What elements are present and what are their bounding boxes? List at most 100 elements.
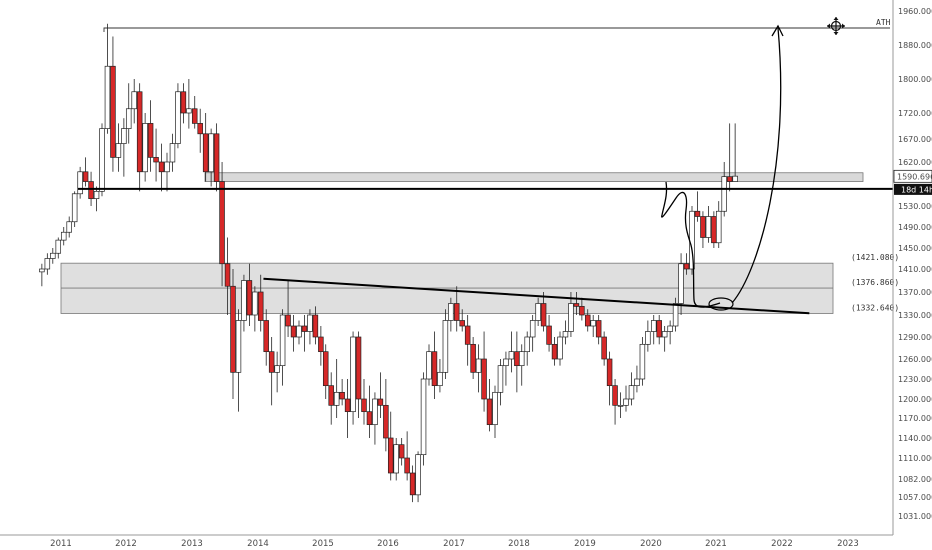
candle-body-bear (219, 181, 225, 265)
candle-body-bear (202, 133, 209, 173)
candle (344, 379, 351, 438)
x-tick-label: 2017 (443, 539, 465, 549)
countdown-box (894, 183, 932, 195)
candle-body-bull (208, 133, 214, 173)
candle (279, 309, 286, 386)
candle (93, 186, 100, 212)
candle (557, 331, 563, 366)
candle (448, 297, 454, 332)
y-tick-label: 1720.000 (898, 109, 932, 118)
candle (562, 320, 569, 345)
candle (617, 392, 624, 418)
candle (186, 79, 192, 129)
candle-body-bear (404, 457, 410, 474)
candle (459, 309, 465, 332)
candle-body-bear (656, 320, 662, 338)
x-tick-label: 2014 (247, 539, 269, 549)
candle (110, 36, 116, 172)
candle (661, 326, 668, 352)
candle-body-bull (535, 303, 541, 321)
candle (540, 292, 547, 332)
candle-body-bear (224, 263, 231, 287)
candle (601, 331, 607, 366)
candle-body-bull (705, 216, 712, 238)
candle-body-bear (318, 336, 324, 353)
candle (508, 331, 515, 373)
candle-body-bear (268, 351, 275, 373)
candle (404, 431, 410, 481)
candle-body-bear (366, 411, 373, 426)
candle-body-bull (732, 175, 738, 182)
candle-body-bear (694, 210, 701, 217)
candle (235, 309, 242, 412)
candle-body-bear (612, 385, 618, 406)
candle (333, 359, 340, 418)
candle-body-bear (82, 171, 89, 182)
candle-body-bear (153, 157, 159, 163)
candle-body-bull (415, 454, 421, 496)
zone-level-label: (1421.080) (851, 253, 899, 262)
candle-body-bull (497, 365, 504, 393)
projection-arrow (731, 27, 782, 304)
candle-body-bear (540, 303, 547, 327)
move-icon[interactable] (827, 17, 845, 35)
candle (612, 379, 618, 425)
candle-body-bear (285, 314, 291, 327)
candle-body-bull (623, 398, 629, 406)
candle (328, 372, 334, 425)
candle-body-bull (393, 444, 399, 474)
candle (197, 108, 203, 153)
y-tick-label: 1800.000 (898, 75, 932, 84)
candle-body-bear (263, 320, 269, 353)
candle-body-bear (257, 291, 264, 321)
y-tick-label: 1880.000 (898, 41, 932, 50)
candle (409, 465, 416, 503)
candle-body-bear (322, 351, 329, 387)
candle (492, 385, 498, 438)
candle (475, 344, 482, 393)
candle-body-bull (672, 303, 679, 327)
x-tick-label: 2018 (508, 539, 530, 549)
candle-body-bull (44, 258, 51, 270)
candle-body-bear (147, 123, 154, 158)
candle-body-bear (453, 303, 460, 321)
y-tick-label: 1140.000 (898, 434, 932, 443)
x-axis[interactable]: 2011 2012 2013 2014 2015 2016 2017 2018 2019 2020… (50, 539, 859, 549)
candle (628, 372, 635, 406)
candle (115, 123, 122, 172)
candle (546, 315, 552, 352)
candle (514, 331, 520, 393)
candle (387, 411, 394, 481)
candle (268, 337, 275, 406)
candle (503, 351, 509, 386)
countdown-label: 18d 14h (901, 185, 932, 194)
candle-body-bear (579, 306, 585, 316)
candle-body-bear (246, 280, 253, 316)
y-tick-label: 1670.000 (898, 135, 932, 144)
candle (71, 191, 78, 227)
candle (486, 379, 493, 432)
candle (732, 123, 738, 182)
candle (355, 331, 362, 418)
candle-body-bull (442, 320, 449, 373)
y-axis[interactable]: 1960.000 1880.000 1800.000 1720.000 1670.000… (893, 7, 932, 521)
candle-body-bull (628, 385, 635, 400)
candle-body-bull (164, 161, 170, 173)
candle-body-bear (431, 351, 438, 387)
candle (623, 385, 629, 412)
candle (464, 315, 471, 366)
candle (99, 123, 105, 197)
y-tick-label: 1110.000 (898, 454, 932, 463)
candle (606, 351, 613, 406)
candle (726, 123, 733, 192)
candle (318, 326, 324, 366)
candle (202, 113, 209, 182)
candle (230, 269, 236, 399)
candle-body-bear (409, 472, 416, 496)
candle-body-bear (387, 437, 394, 474)
candle (312, 306, 319, 345)
y-tick-label: 1330.000 (898, 311, 932, 320)
candle-body-bear (230, 285, 236, 373)
candle-body-bear (584, 314, 591, 327)
